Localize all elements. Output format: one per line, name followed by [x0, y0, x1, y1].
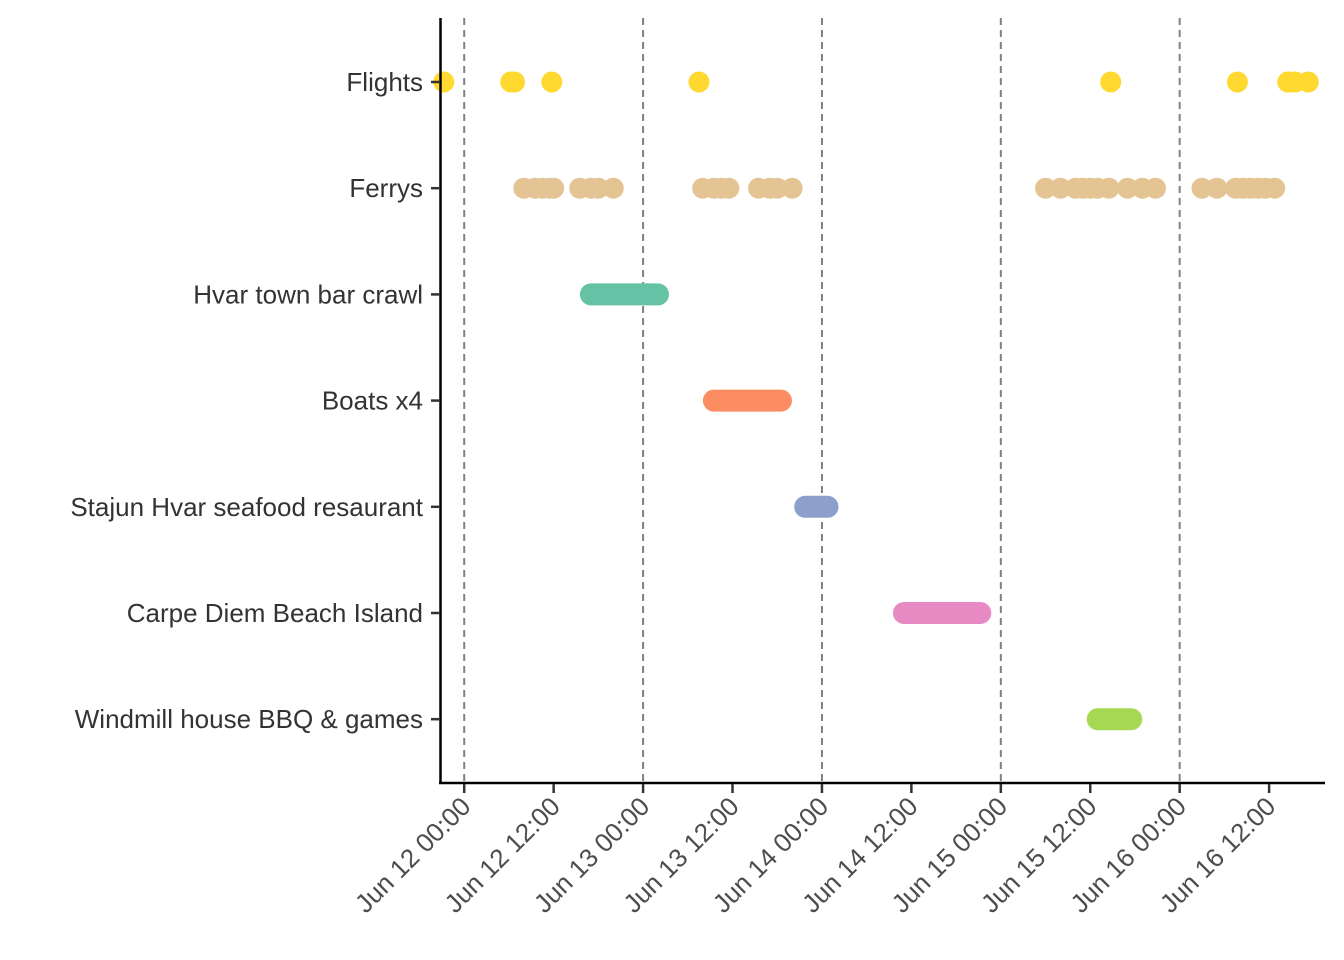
point-ferrys-25: [1117, 177, 1139, 199]
point-ferrys-35: [1264, 177, 1286, 199]
y-tick-label-boats-x4: Boats x4: [322, 386, 423, 416]
point-ferrys-13: [718, 177, 740, 199]
point-flights-3: [504, 71, 526, 93]
point-ferrys-5: [543, 177, 565, 199]
y-tick-label-hvar-town-bar-crawl: Hvar town bar crawl: [193, 279, 423, 309]
event-points: [433, 71, 1319, 199]
point-flights-6: [1100, 71, 1122, 93]
point-ferrys-19: [1049, 177, 1071, 199]
point-flights-1: [433, 71, 455, 93]
point-ferrys-9: [602, 177, 624, 199]
point-ferrys-18: [1035, 177, 1057, 199]
event-bars: [579, 283, 1143, 731]
y-tick-label-windmill-house-bbq-games: Windmill house BBQ & games: [75, 704, 423, 734]
point-ferrys-17: [781, 177, 803, 199]
y-tick-label-ferrys: Ferrys: [349, 173, 423, 203]
y-axis-ticks: Flights Ferrys Hvar town bar crawl Boats x4…: [70, 67, 440, 734]
y-tick-label-stajun-hvar-seafood-resaurant: Stajun Hvar seafood resaurant: [70, 492, 423, 522]
point-ferrys-29: [1206, 177, 1228, 199]
y-tick-label-flights: Flights: [346, 67, 423, 97]
point-ferrys-24: [1098, 177, 1120, 199]
y-tick-label-carpe-diem-beach-island: Carpe Diem Beach Island: [127, 598, 423, 628]
point-flights-11: [1297, 71, 1319, 93]
point-ferrys-28: [1191, 177, 1213, 199]
point-ferrys-16: [766, 177, 788, 199]
day-divider-lines: [463, 18, 1181, 783]
point-flights-4: [541, 71, 563, 93]
point-flights-5: [688, 71, 710, 93]
point-ferrys-8: [587, 177, 609, 199]
point-ferrys-27: [1144, 177, 1166, 199]
point-flights-7: [1226, 71, 1248, 93]
